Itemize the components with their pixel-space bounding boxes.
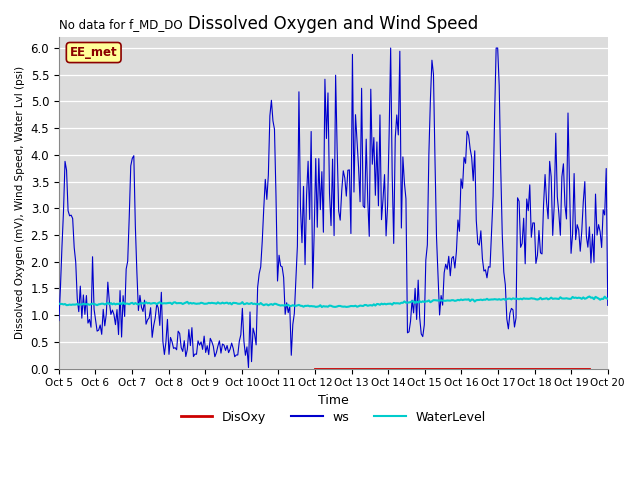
Text: No data for f_MD_DO: No data for f_MD_DO: [59, 18, 182, 31]
X-axis label: Time: Time: [318, 394, 349, 407]
Text: EE_met: EE_met: [70, 46, 118, 59]
Title: Dissolved Oxygen and Wind Speed: Dissolved Oxygen and Wind Speed: [188, 15, 479, 33]
Legend: DisOxy, ws, WaterLevel: DisOxy, ws, WaterLevel: [176, 406, 491, 429]
Y-axis label: Dissolved Oxygen (mV), Wind Speed, Water Lvl (psi): Dissolved Oxygen (mV), Wind Speed, Water…: [15, 66, 25, 339]
